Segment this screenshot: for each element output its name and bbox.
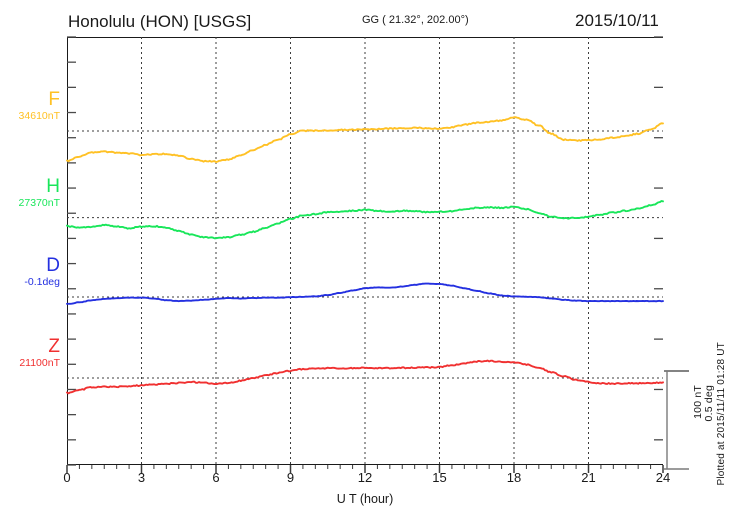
component-symbol: D (46, 254, 60, 276)
page-title: Honolulu (HON) [USGS] (68, 12, 252, 31)
observation-date: 2015/10/11 (575, 11, 659, 30)
component-baseline-value: -0.1deg (24, 275, 60, 288)
x-tick-label: 3 (137, 470, 146, 485)
x-tick-label: 15 (432, 470, 447, 485)
y-axis-ticks-right (654, 36, 663, 441)
x-tick-label: 0 (63, 470, 71, 485)
plot-area (66, 36, 664, 473)
x-tick-label: 6 (212, 470, 220, 485)
x-tick-label: 18 (506, 470, 522, 485)
vertical-gridlines (141, 37, 589, 465)
component-label-z: Z 21100nT (4, 337, 60, 370)
component-baseline-value: 21100nT (19, 356, 60, 369)
component-baseline-value: 27370nT (18, 196, 60, 209)
scale-label-deg: 0.5 deg (703, 385, 715, 422)
y-axis-ticks (67, 36, 76, 466)
data-traces (66, 116, 664, 395)
component-label-d: D -0.1deg (4, 256, 60, 289)
component-symbol: H (46, 175, 60, 197)
component-symbol: Z (48, 335, 60, 357)
component-baseline-value: 34610nT (18, 109, 60, 122)
component-label-h: H 27370nT (4, 177, 60, 210)
plotted-timestamp: Plotted at 2015/11/11 01:28 UT (716, 342, 727, 486)
component-label-f: F 34610nT (4, 90, 60, 123)
x-tick-label: 24 (655, 470, 671, 485)
x-tick-label: 9 (286, 470, 295, 485)
component-symbol: F (48, 88, 60, 110)
geographic-coordinates: GG ( 21.32°, 202.00°) (362, 14, 469, 26)
x-tick-label: 12 (357, 470, 373, 485)
x-axis-title: U T (hour) (336, 492, 394, 506)
scale-bar (664, 370, 689, 470)
x-tick-label: 21 (581, 470, 596, 485)
x-axis-ticks (66, 465, 664, 473)
